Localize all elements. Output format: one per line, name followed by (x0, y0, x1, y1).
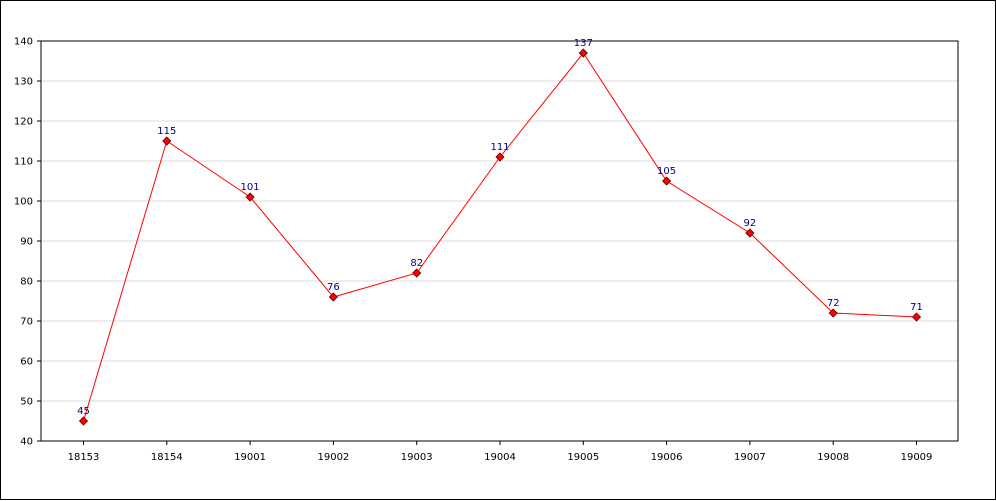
grid-lines (41, 80, 958, 402)
x-tick-label: 19003 (401, 452, 433, 463)
y-tick-label: 70 (20, 317, 33, 328)
data-label: 101 (241, 182, 260, 193)
data-label: 115 (157, 126, 176, 137)
data-markers (78, 48, 922, 426)
x-tick-label: 19001 (234, 452, 266, 463)
y-tick-label: 90 (20, 237, 33, 248)
x-tick-label: 18153 (68, 452, 100, 463)
x-tick-label: 19006 (651, 452, 683, 463)
x-tick-label: 19002 (317, 452, 349, 463)
data-point (78, 416, 89, 426)
data-point (578, 48, 588, 58)
y-tick-label: 130 (14, 77, 33, 88)
data-label: 105 (657, 166, 676, 177)
y-tick-label: 110 (14, 157, 33, 168)
data-label: 71 (910, 302, 923, 313)
data-label: 72 (827, 298, 840, 309)
y-tick-label: 40 (20, 437, 33, 448)
series-line (83, 52, 917, 422)
x-tick-label: 19009 (901, 452, 933, 463)
x-tick-label: 19008 (817, 452, 849, 463)
data-point (245, 192, 255, 202)
data-label: 92 (744, 218, 757, 229)
y-tick-label: 50 (20, 397, 33, 408)
data-point (328, 292, 338, 302)
y-tick-label: 60 (20, 357, 33, 368)
y-tick-label: 80 (20, 277, 33, 288)
data-label: 82 (410, 258, 423, 269)
data-point (828, 308, 838, 318)
data-labels: 45 115 101 76 82 111 137 105 92 72 71 (77, 38, 923, 417)
y-tick-label: 120 (14, 117, 33, 128)
data-label: 76 (327, 282, 340, 293)
x-tick-label: 19004 (484, 452, 516, 463)
x-axis: 18153 18154 19001 19002 19003 19004 19005 19006… (68, 441, 933, 463)
x-tick-label: 19007 (734, 452, 766, 463)
data-point (911, 312, 922, 322)
y-tick-label: 100 (14, 197, 33, 208)
x-tick-label: 18154 (151, 452, 183, 463)
data-point (162, 136, 172, 146)
data-point (745, 228, 755, 238)
y-axis: 40 50 60 70 80 90 100 110 120 130 140 (14, 37, 41, 448)
y-tick-label: 140 (14, 37, 33, 48)
data-label: 111 (490, 142, 509, 153)
data-label: 45 (77, 406, 90, 417)
data-point (495, 152, 505, 162)
data-point (662, 176, 672, 186)
x-tick-label: 19005 (567, 452, 599, 463)
series-line-path (83, 52, 917, 422)
data-point (412, 268, 422, 278)
data-label: 137 (574, 38, 593, 49)
